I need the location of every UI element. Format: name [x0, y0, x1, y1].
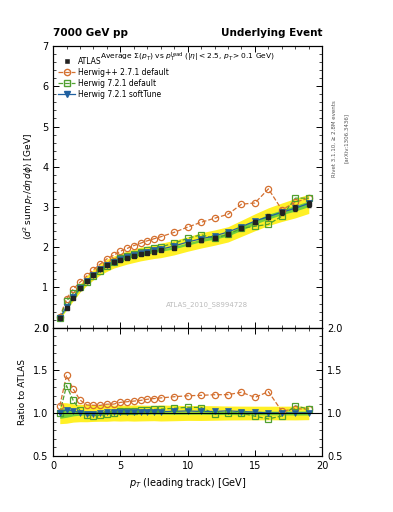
Y-axis label: $\langle d^2\,\mathrm{sum}\,p_T/d\eta\,d\phi\rangle$ [GeV]: $\langle d^2\,\mathrm{sum}\,p_T/d\eta\,d…	[22, 134, 37, 240]
Text: Average $\Sigma(p_T)$ vs $p_T^{\rm lead}$ ($|\eta|<2.5,\,p_T>0.1$ GeV): Average $\Sigma(p_T)$ vs $p_T^{\rm lead}…	[100, 50, 275, 63]
Text: ATLAS_2010_S8994728: ATLAS_2010_S8994728	[165, 301, 248, 308]
X-axis label: $p_T$ (leading track) [GeV]: $p_T$ (leading track) [GeV]	[129, 476, 246, 490]
Text: Underlying Event: Underlying Event	[221, 28, 322, 38]
Text: 7000 GeV pp: 7000 GeV pp	[53, 28, 128, 38]
Text: Rivet 3.1.10, ≥ 2.8M events: Rivet 3.1.10, ≥ 2.8M events	[332, 100, 337, 177]
Legend: ATLAS, Herwig++ 2.7.1 default, Herwig 7.2.1 default, Herwig 7.2.1 softTune: ATLAS, Herwig++ 2.7.1 default, Herwig 7.…	[57, 55, 171, 100]
Text: [arXiv:1306.3436]: [arXiv:1306.3436]	[344, 113, 349, 163]
Y-axis label: Ratio to ATLAS: Ratio to ATLAS	[18, 359, 27, 424]
